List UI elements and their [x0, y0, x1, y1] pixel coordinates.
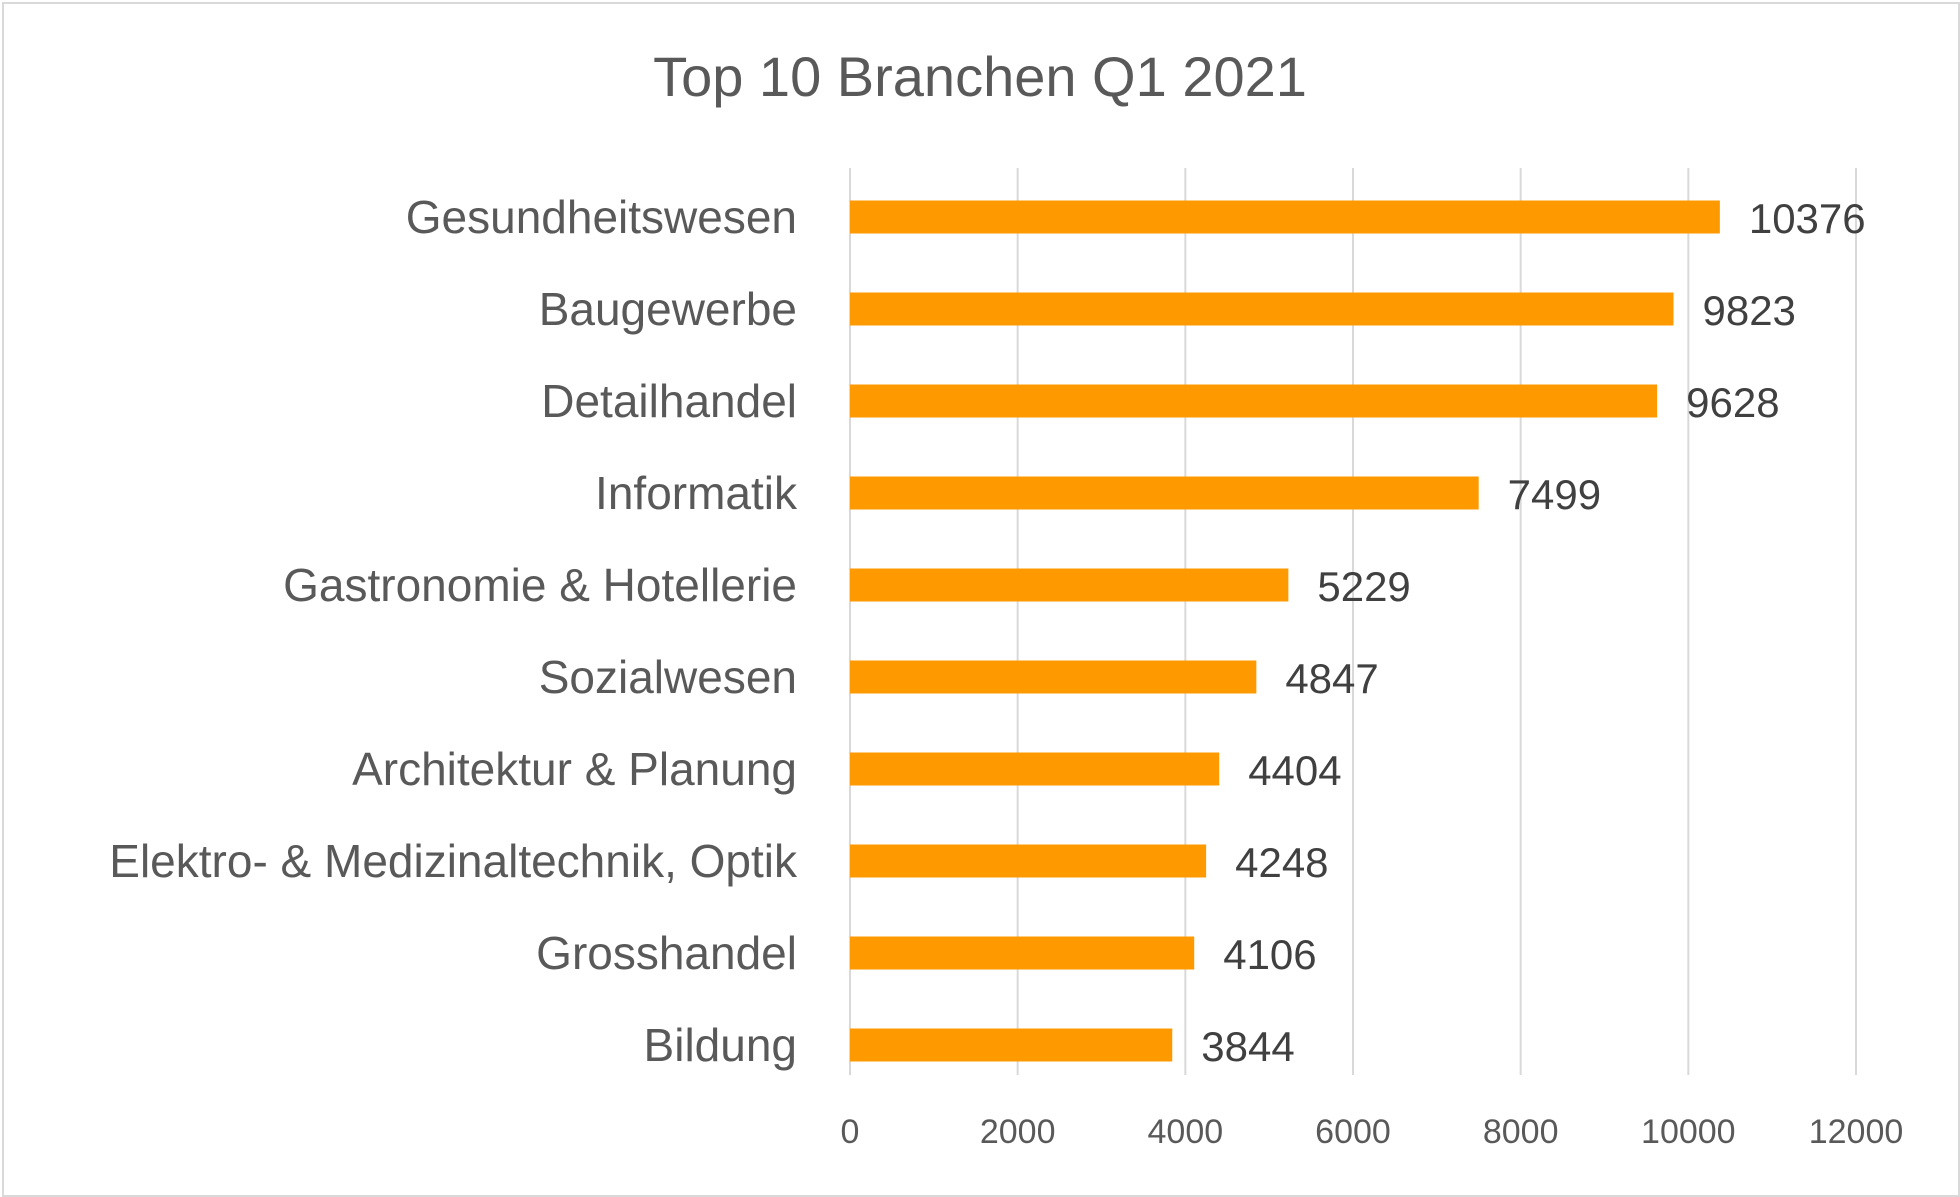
x-tick-label: 0: [841, 1113, 860, 1151]
bars: [850, 200, 1720, 1062]
value-labels: 10376 9823 9628 7499 5229 4847 4404 4248 4106 384…: [1201, 195, 1865, 1070]
value-label: 5229: [1317, 563, 1410, 610]
bar-6: [850, 752, 1220, 786]
bar-3: [850, 476, 1479, 510]
value-label: 4847: [1285, 655, 1378, 702]
x-tick-label: 12000: [1809, 1113, 1904, 1151]
value-label: 4248: [1235, 839, 1328, 886]
chart-title: Top 10 Branchen Q1 2021: [653, 45, 1307, 108]
x-tick-label: 8000: [1483, 1113, 1559, 1151]
value-label: 9628: [1686, 379, 1779, 426]
value-label: 9823: [1702, 287, 1795, 334]
category-label: Detailhandel: [541, 375, 797, 427]
category-label: Gastronomie & Hotellerie: [283, 559, 797, 611]
category-label: Sozialwesen: [539, 651, 797, 703]
category-label: Baugewerbe: [539, 283, 797, 335]
category-label: Elektro- & Medizinaltechnik, Optik: [109, 835, 798, 887]
x-tick-label: 6000: [1315, 1113, 1391, 1151]
value-label: 4106: [1223, 931, 1316, 978]
value-label: 4404: [1248, 747, 1341, 794]
category-label: Grosshandel: [536, 927, 797, 979]
bar-2: [850, 384, 1658, 418]
bar-4: [850, 568, 1289, 602]
bar-0: [850, 200, 1720, 234]
bar-1: [850, 292, 1674, 326]
value-label: 7499: [1508, 471, 1601, 518]
category-label: Gesundheitswesen: [406, 191, 797, 243]
x-tick-label: 2000: [980, 1113, 1056, 1151]
bar-5: [850, 660, 1257, 694]
category-label: Bildung: [644, 1019, 797, 1071]
bar-8: [850, 936, 1195, 970]
category-label: Architektur & Planung: [352, 743, 797, 795]
bar-7: [850, 844, 1207, 878]
category-label: Informatik: [595, 467, 798, 519]
x-tick-label: 10000: [1641, 1113, 1736, 1151]
category-labels: Gesundheitswesen Baugewerbe Detailhandel In…: [109, 191, 798, 1071]
x-tick-label: 4000: [1148, 1113, 1224, 1151]
value-label: 3844: [1201, 1023, 1294, 1070]
value-label: 10376: [1749, 195, 1866, 242]
x-axis-ticks: 0 2000 4000 6000 8000 10000 12000: [841, 1113, 1904, 1151]
bar-9: [850, 1028, 1173, 1062]
